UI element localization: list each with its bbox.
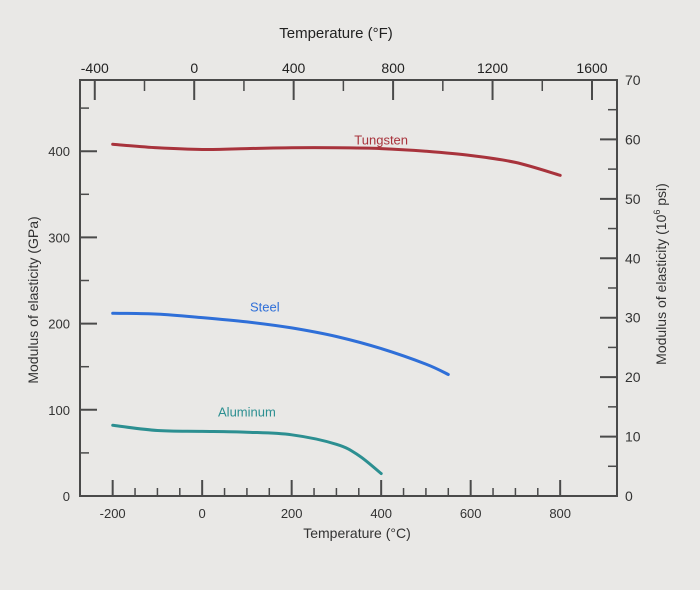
- top-tick-label: 400: [282, 60, 306, 76]
- top-axis-title: Temperature (°F): [279, 25, 393, 42]
- top-tick-label: 800: [381, 60, 405, 76]
- right-tick-label: 50: [625, 191, 641, 207]
- bottom-axis: -200 0 200 400 600 800: [100, 480, 571, 521]
- aluminum-label: Aluminum: [218, 405, 276, 420]
- bottom-tick-label: 800: [549, 506, 571, 521]
- right-tick-label: 70: [625, 72, 641, 88]
- steel-line: [111, 311, 450, 376]
- left-tick-label: 200: [48, 317, 70, 332]
- top-tick-label: 0: [190, 60, 198, 76]
- left-axis-title: Modulus of elasticity (GPa): [25, 216, 41, 383]
- right-tick-label: 40: [625, 250, 641, 266]
- right-tick-label: 20: [625, 369, 641, 385]
- right-tick-label: 30: [625, 310, 641, 326]
- top-axis: -400 0 400 800 1200 1600: [81, 60, 608, 100]
- left-tick-label: 0: [63, 489, 70, 504]
- bottom-tick-label: -200: [100, 506, 126, 521]
- top-tick-label: -400: [81, 60, 109, 76]
- tungsten-line: [111, 142, 562, 177]
- right-tick-label: 10: [625, 429, 641, 445]
- right-axis-title: Modulus of elasticity (106 psi): [652, 183, 669, 365]
- tungsten-label: Tungsten: [354, 132, 408, 147]
- left-tick-label: 300: [48, 230, 70, 245]
- right-tick-label: 0: [625, 488, 633, 504]
- left-axis: 0 100 200 300 400: [48, 107, 97, 504]
- bottom-tick-label: 600: [460, 506, 482, 521]
- left-tick-label: 400: [48, 144, 70, 159]
- top-tick-label: 1600: [576, 60, 607, 76]
- left-tick-label: 100: [48, 403, 70, 418]
- bottom-tick-label: 200: [281, 506, 303, 521]
- bottom-tick-label: 400: [370, 506, 392, 521]
- right-axis-title-main: Modulus of elasticity (10: [653, 214, 669, 364]
- steel-label: Steel: [250, 300, 280, 315]
- series-lines: Tungsten Steel Aluminum: [111, 132, 562, 476]
- bottom-axis-title: Temperature (°C): [303, 525, 411, 541]
- top-tick-label: 1200: [477, 60, 508, 76]
- bottom-tick-label: 0: [199, 506, 206, 521]
- right-axis-title-end: psi): [653, 183, 669, 209]
- aluminum-line: [111, 423, 383, 476]
- right-tick-label: 60: [625, 131, 641, 147]
- plot-frame: [79, 79, 618, 497]
- right-axis-title-sup: 6: [652, 210, 662, 215]
- right-axis: 0 10 20 30 40 50 60 70: [600, 72, 641, 504]
